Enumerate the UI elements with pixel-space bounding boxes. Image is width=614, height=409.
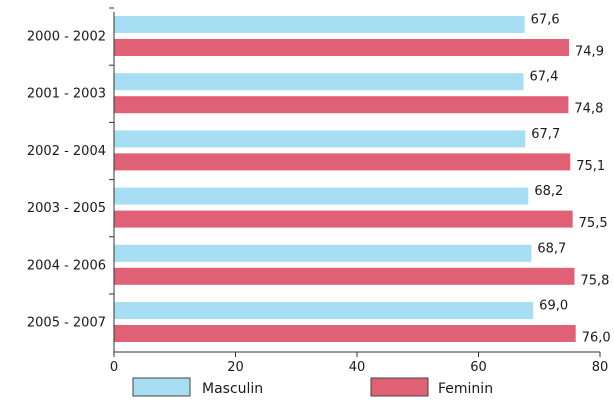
- x-tick-label: 80: [592, 360, 609, 375]
- legend-label-masculin: Masculin: [202, 381, 263, 397]
- category-label: 2002 - 2004: [27, 144, 106, 159]
- bar-feminin: [114, 39, 570, 56]
- bar-masculin: [114, 302, 534, 319]
- x-tick-label: 20: [227, 360, 244, 375]
- data-label: 74,9: [575, 45, 604, 60]
- bars-group: [114, 16, 576, 342]
- data-labels-group: 67,6 74,9 67,4 74,8 67,7 75,1 68,2 75,5 68,7 75,8…: [529, 13, 610, 346]
- bar-masculin: [114, 187, 529, 205]
- data-label: 67,4: [529, 70, 558, 85]
- data-label: 76,0: [582, 331, 611, 346]
- legend: Masculin Feminin: [132, 377, 493, 397]
- data-label: 69,0: [539, 299, 568, 314]
- data-label: 75,5: [579, 216, 608, 231]
- data-label: 67,6: [531, 13, 560, 28]
- x-tick-label: 0: [110, 360, 118, 375]
- x-tick-label: 60: [470, 360, 487, 375]
- x-tick-label: 40: [349, 360, 366, 375]
- bar-feminin: [114, 96, 569, 114]
- category-label: 2005 - 2007: [27, 316, 106, 331]
- bar-masculin: [114, 244, 532, 262]
- bar-feminin: [114, 325, 576, 342]
- legend-label-feminin: Feminin: [438, 381, 493, 397]
- bar-masculin: [114, 73, 524, 91]
- data-label: 67,7: [531, 127, 560, 142]
- category-label: 2003 - 2005: [27, 201, 106, 216]
- bar-feminin: [114, 210, 573, 228]
- bar-feminin: [114, 153, 571, 171]
- legend-swatch-feminin: [370, 377, 429, 397]
- legend-swatch-masculin: [132, 377, 191, 397]
- category-labels-group: 2000 - 2002 2001 - 2003 2002 - 2004 2003 - …: [27, 7, 114, 331]
- axes-group: [113, 12, 600, 353]
- category-label: 2001 - 2003: [27, 87, 106, 102]
- data-label: 68,7: [537, 241, 566, 256]
- bar-feminin: [114, 267, 575, 285]
- data-label: 68,2: [534, 184, 563, 199]
- category-label: 2000 - 2002: [27, 30, 106, 45]
- bar-masculin: [114, 130, 526, 148]
- x-ticks-group: 0 20 40 60 80: [110, 352, 608, 375]
- data-label: 75,8: [580, 273, 609, 288]
- data-label: 75,1: [576, 159, 605, 174]
- data-label: 74,8: [574, 102, 603, 117]
- category-label: 2004 - 2006: [27, 258, 106, 273]
- bar-masculin: [114, 16, 525, 33]
